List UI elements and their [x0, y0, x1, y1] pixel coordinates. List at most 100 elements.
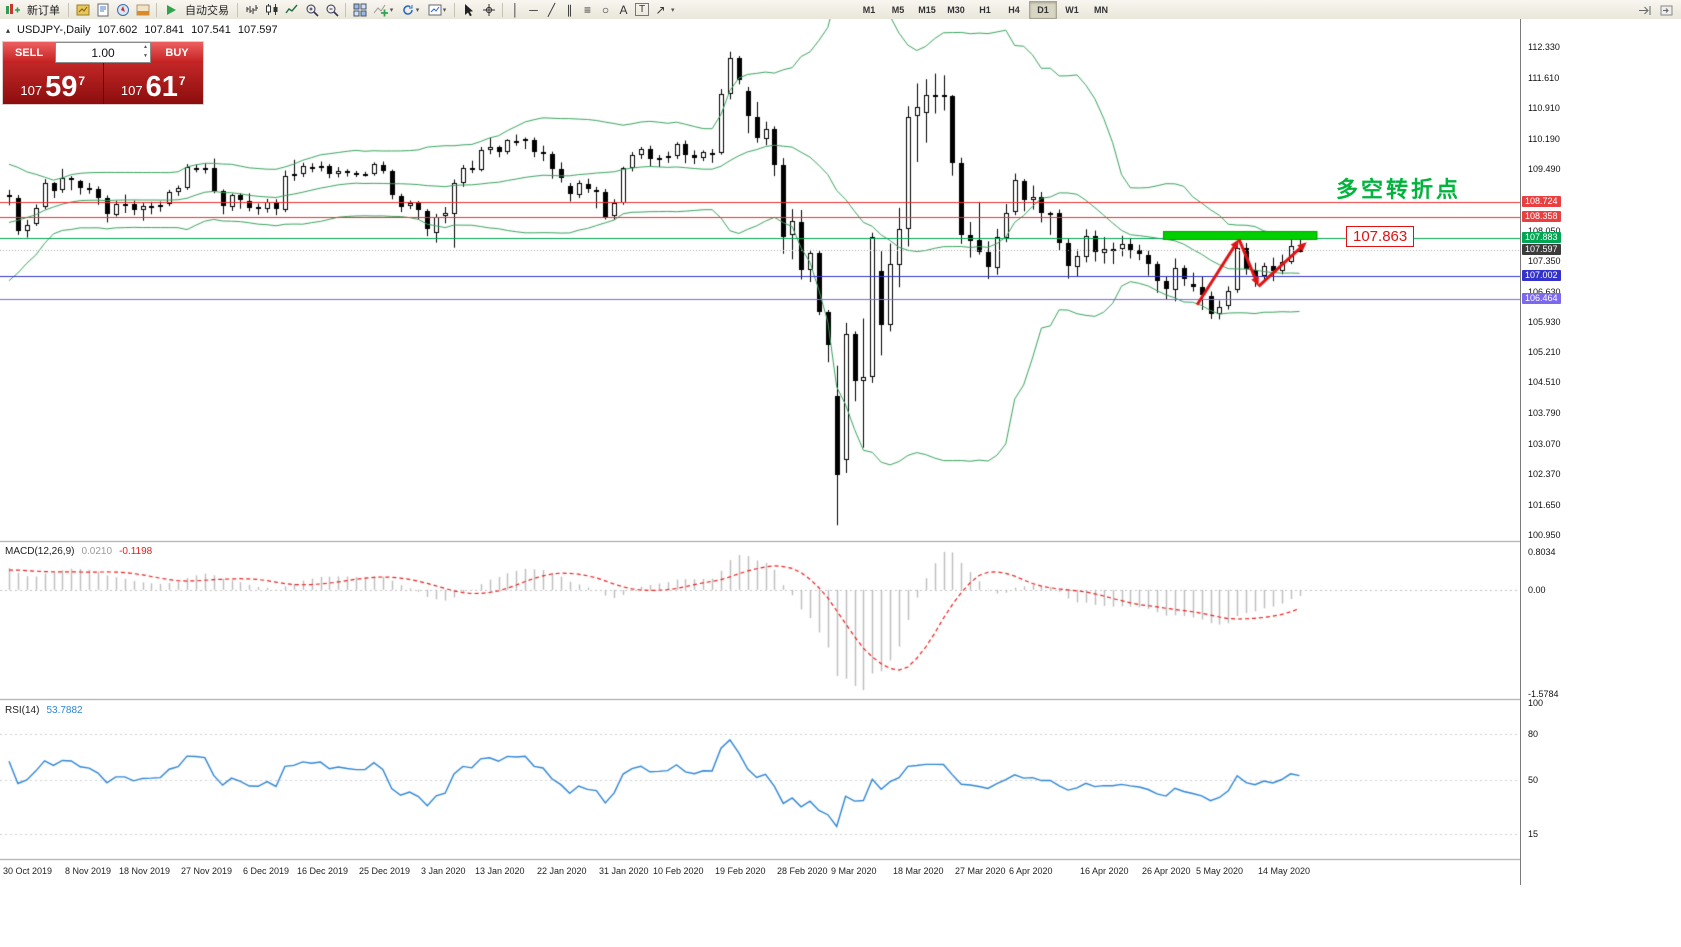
- timeframe-button-h1[interactable]: H1: [979, 5, 991, 15]
- timeframe-button-d1[interactable]: D1: [1029, 1, 1057, 19]
- date-label: 28 Feb 2020: [777, 866, 828, 876]
- bar-chart-icon[interactable]: [242, 2, 261, 18]
- price-axis[interactable]: 112.330 111.610 110.910 110.190 109.490 108.0…: [1520, 19, 1681, 885]
- add-indicator-dropdown[interactable]: ▾: [370, 2, 396, 18]
- price-chart[interactable]: [0, 19, 1520, 885]
- date-label: 30 Oct 2019: [3, 866, 53, 876]
- line-chart-icon[interactable]: [282, 2, 301, 18]
- date-axis[interactable]: 30 Oct 2019 8 Nov 2019 18 Nov 2019 27 Nov 2…: [0, 861, 1520, 885]
- chart-cycle-dropdown[interactable]: ▾: [397, 2, 423, 18]
- date-label: 19 Feb 2020: [715, 866, 766, 876]
- volume-down-icon[interactable]: ▼: [143, 52, 148, 59]
- close-value: 107.597: [237, 24, 278, 36]
- one-click-trading-panel: SELL 1.00 ▲ ▼ BUY 107 59 7 107 61 7: [3, 42, 203, 104]
- buy-price-big: 61: [145, 71, 178, 104]
- tile-windows-icon[interactable]: [350, 2, 369, 18]
- volume-spinner[interactable]: ▲ ▼: [143, 43, 148, 60]
- volume-up-icon[interactable]: ▲: [143, 44, 148, 50]
- zoom-out-icon[interactable]: [322, 2, 341, 18]
- price-tick: 102.370: [1528, 469, 1561, 479]
- toolbar-separator: [502, 2, 503, 17]
- rsi-axis-label: 100: [1528, 698, 1544, 708]
- price-tick: 104.510: [1528, 377, 1561, 387]
- date-label: 25 Dec 2019: [359, 866, 411, 876]
- date-label: 27 Mar 2020: [955, 866, 1006, 876]
- candlestick-chart-icon[interactable]: [262, 2, 281, 18]
- chart-shift-icon[interactable]: [1635, 2, 1654, 18]
- cursor-icon[interactable]: [459, 2, 478, 18]
- new-order-button[interactable]: 新订单: [27, 4, 60, 17]
- new-order-icon[interactable]: [3, 2, 22, 18]
- price-callout-label[interactable]: 107.863: [1346, 226, 1415, 247]
- sell-button[interactable]: SELL: [3, 42, 55, 63]
- vertical-line-tool-icon[interactable]: │: [511, 2, 520, 17]
- terminal-icon[interactable]: [133, 2, 152, 18]
- date-label: 22 Jan 2020: [537, 866, 587, 876]
- date-label: 6 Dec 2019: [243, 866, 290, 876]
- turning-point-annotation[interactable]: 多空转折点: [1336, 177, 1462, 202]
- timeframe-toolbar: M1 M5 M15 M30 H1 H4 D1 W1 MN: [855, 1, 1116, 19]
- date-label: 18 Mar 2020: [893, 866, 944, 876]
- chevron-down-icon: ▾: [415, 6, 420, 14]
- data-window-icon[interactable]: [93, 2, 112, 18]
- price-tick: 103.790: [1528, 408, 1561, 418]
- text-label-tool-icon[interactable]: T: [635, 3, 649, 16]
- toolbar-separator: [68, 2, 69, 17]
- crosshair-icon[interactable]: [479, 2, 498, 18]
- timeframe-button-w1[interactable]: W1: [1065, 5, 1079, 15]
- arrows-tool-icon[interactable]: ↗: [655, 2, 666, 17]
- ellipse-tool-icon[interactable]: ○: [601, 2, 610, 17]
- price-tick: 105.930: [1528, 317, 1561, 327]
- chevron-down-icon: ▾: [389, 6, 394, 14]
- symbol-name: USDJPY-,Daily: [17, 24, 91, 36]
- timeframe-button-m30[interactable]: M30: [947, 5, 965, 15]
- timeframe-button-m15[interactable]: M15: [918, 5, 936, 15]
- one-click-collapse-icon[interactable]: ▴: [6, 25, 11, 35]
- date-label: 9 Mar 2020: [831, 866, 877, 876]
- date-label: 6 Apr 2020: [1009, 866, 1053, 876]
- timeframe-button-m5[interactable]: M5: [891, 5, 905, 15]
- rsi-value: 53.7882: [46, 705, 83, 716]
- macd-axis-label: 0.8034: [1528, 547, 1556, 557]
- toolbar-right-group: [1635, 2, 1676, 18]
- timeframe-button-m1[interactable]: M1: [862, 5, 876, 15]
- auto-scroll-icon[interactable]: [1657, 2, 1676, 18]
- autotrading-button[interactable]: 自动交易: [185, 4, 229, 17]
- chevron-down-icon[interactable]: ▾: [671, 6, 675, 14]
- chart-template-dropdown[interactable]: ▾: [424, 2, 450, 18]
- date-label: 10 Feb 2020: [653, 866, 704, 876]
- date-label: 8 Nov 2019: [65, 866, 112, 876]
- toolbar-separator: [454, 2, 455, 17]
- market-watch-icon[interactable]: [73, 2, 92, 18]
- volume-input[interactable]: 1.00 ▲ ▼: [55, 42, 151, 63]
- timeframe-button-h4[interactable]: H4: [1008, 5, 1020, 15]
- date-label: 13 Jan 2020: [475, 866, 525, 876]
- channel-tool-icon[interactable]: ∥: [566, 2, 573, 17]
- horizontal-line-tool-icon[interactable]: ─: [529, 2, 538, 17]
- text-tool-icon[interactable]: A: [619, 2, 628, 17]
- price-tick: 110.910: [1528, 103, 1560, 113]
- buy-price-display[interactable]: 107 61 7: [103, 63, 203, 104]
- fibonacci-tool-icon[interactable]: ≡: [583, 2, 591, 17]
- navigator-icon[interactable]: [113, 2, 132, 18]
- sell-price-prefix: 107: [20, 83, 43, 99]
- buy-button[interactable]: BUY: [151, 42, 203, 63]
- macd-name: MACD(12,26,9): [5, 546, 75, 557]
- timeframe-button-mn[interactable]: MN: [1094, 5, 1108, 15]
- price-tag: 107.597: [1522, 244, 1561, 255]
- price-tick: 106.630: [1528, 287, 1561, 297]
- trendline-tool-icon[interactable]: ╱: [547, 2, 556, 17]
- zoom-in-icon[interactable]: [302, 2, 321, 18]
- sell-price-sup: 7: [78, 74, 86, 88]
- date-label: 16 Apr 2020: [1080, 866, 1129, 876]
- toolbar-separator: [345, 2, 346, 17]
- price-tick: 103.070: [1528, 439, 1561, 449]
- symbol-ohlc-readout: ▴ USDJPY-,Daily 107.602 107.841 107.541 …: [6, 24, 278, 36]
- date-label: 26 Apr 2020: [1142, 866, 1191, 876]
- volume-value[interactable]: 1.00: [91, 45, 115, 60]
- date-label: 16 Dec 2019: [297, 866, 349, 876]
- autotrading-icon[interactable]: [161, 2, 180, 18]
- sell-price-display[interactable]: 107 59 7: [3, 63, 104, 104]
- open-value: 107.602: [97, 24, 138, 36]
